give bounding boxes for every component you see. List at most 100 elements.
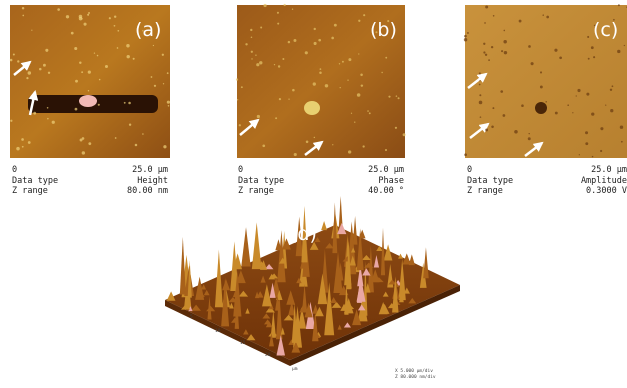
texture-dot [492,107,494,109]
texture-dot [540,86,543,89]
texture-dot [81,71,83,73]
texture-dot [277,23,279,25]
scale-end: 25.0 µm [591,165,627,175]
texture-dot [479,72,481,74]
texture-dot [503,114,506,117]
texture-dot [45,49,48,52]
texture-dot [10,120,12,122]
texture-dot [282,58,284,60]
texture-dot [305,51,308,54]
data-type: Height [137,176,168,186]
texture-dot [559,56,562,59]
texture-dot [262,144,265,147]
texture-dot [588,58,590,60]
texture-dot [528,133,529,134]
texture-dot [84,23,87,26]
texture-dot [367,110,369,112]
texture-dot [88,142,91,145]
texture-dot [57,8,60,11]
texture-dot [79,15,83,19]
texture-dot [129,124,131,126]
texture-dot [98,104,100,106]
texture-dot [274,64,275,65]
texture-dot [567,104,569,106]
texture-dot [245,43,247,45]
texture-dot [577,89,580,92]
texture-dot [314,28,316,30]
texture-dot [521,104,524,107]
texture-dot [528,45,531,48]
texture-dot [618,4,620,6]
texture-dot [168,105,170,107]
texture-dot [17,60,19,62]
texture-dot [255,54,256,55]
texture-dot [251,36,253,38]
texture-dot [587,36,589,38]
data-type-label: Data type [12,176,58,186]
texture-dot [115,137,117,139]
texture-dot [260,27,262,29]
texture-dot [514,130,518,134]
texture-dot [313,82,316,85]
texture-dot [151,76,153,78]
texture-dot [22,7,24,9]
texture-dot [339,63,340,64]
texture-dot [360,74,363,77]
texture-dot [294,153,297,156]
texture-dot [605,105,606,106]
texture-dot [593,56,595,58]
texture-dot [348,58,351,61]
texture-dot [357,93,361,97]
texture-dot [114,16,116,18]
texture-dot [142,133,144,135]
scale-start: 0 [467,165,472,175]
texture-dot [250,29,252,31]
texture-dot [479,101,483,105]
texture-dot [16,147,20,151]
texture-dot [464,38,467,41]
texture-dot [43,64,46,67]
z-range: 0.3000 V [586,186,627,196]
texture-dot [88,90,89,91]
texture-dot [331,37,334,40]
texture-dot [488,59,490,61]
texture-dot [33,112,36,115]
texture-dot [278,65,280,67]
spike [353,216,358,245]
texture-dot [79,61,81,63]
z-scale: Z 80.000 nm/div [395,374,436,380]
texture-dot [314,42,317,45]
particle [535,102,547,114]
texture-dot [22,15,24,17]
texture-dot [340,87,341,88]
texture-dot [361,84,363,86]
texture-dot [600,150,602,152]
scale-start: 0 [238,165,243,175]
texture-dot [348,150,351,153]
texture-dot [251,51,253,53]
texture-dot [612,85,614,87]
texture-dot [99,79,101,81]
texture-dot [114,25,116,27]
texture-dot [10,59,13,62]
texture-dot [117,30,119,32]
texture-dot [485,54,487,56]
texture-dot [263,4,266,7]
panel-label: (a) [135,19,161,41]
x-scale: X 5.000 µm/div [395,368,433,374]
texture-dot [126,44,129,47]
texture-dot [398,97,400,99]
texture-dot [334,24,337,27]
texture-dot [314,137,315,138]
texture-dot [109,17,111,19]
texture-dot [284,4,286,6]
panel-label: (c) [593,19,618,41]
texture-dot [484,22,486,24]
texture-dot [75,108,78,111]
texture-dot [554,49,557,52]
texture-dot [251,58,252,59]
scale-start: 0 [12,165,17,175]
texture-dot [39,68,42,71]
texture-dot [48,72,50,74]
texture-dot [88,71,91,74]
